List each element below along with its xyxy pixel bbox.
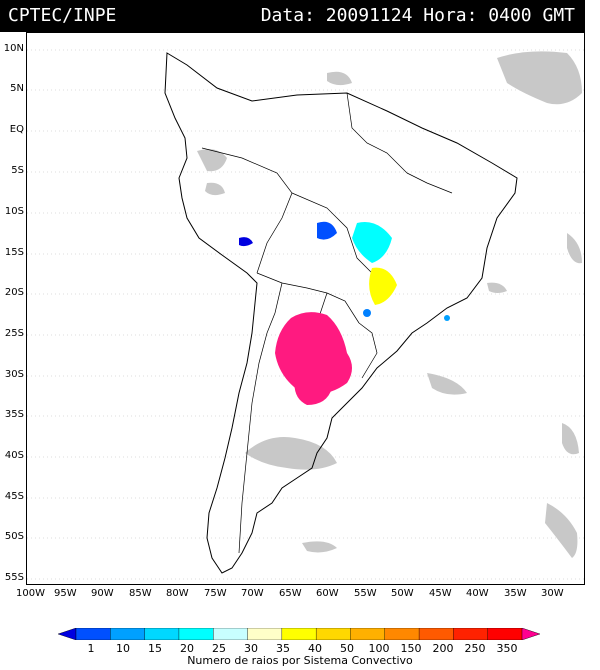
- map-panel: [26, 32, 585, 585]
- lon-label-65w: 65W: [279, 588, 302, 599]
- colorbar-label: 150: [400, 642, 422, 655]
- colorbar-label: 100: [368, 642, 390, 655]
- lon-label-90w: 90W: [91, 588, 114, 599]
- south-america-map: [27, 49, 584, 580]
- map-header: CPTEC/INPE Data: 20091124 Hora: 0400 GMT: [0, 0, 585, 32]
- lon-label-80w: 80W: [166, 588, 189, 599]
- lat-label-45s: 45S: [4, 491, 24, 502]
- colorbar-segment: [178, 628, 214, 640]
- colorbar-segment: [453, 628, 489, 640]
- colorbar-label: 40: [308, 642, 322, 655]
- lat-label-5s: 5S: [11, 165, 24, 176]
- lat-label-25s: 25S: [4, 328, 24, 339]
- colorbar-label: 15: [148, 642, 162, 655]
- lon-label-30w: 30W: [541, 588, 564, 599]
- colorbar-segment: [418, 628, 455, 640]
- colorbar-segment: [521, 628, 540, 640]
- colorbar: [58, 628, 540, 640]
- convective-systems: [239, 221, 450, 405]
- colorbar-segment: [350, 628, 386, 640]
- colorbar-label: 1: [87, 642, 95, 655]
- lat-label-30s: 30S: [4, 369, 24, 380]
- source-label: CPTEC/INPE: [8, 5, 117, 26]
- lat-label-10s: 10S: [4, 206, 24, 217]
- colorbar-segment: [110, 628, 146, 640]
- lat-label-15s: 15S: [4, 247, 24, 258]
- colorbar-label: 25: [212, 642, 226, 655]
- lon-label-55w: 55W: [354, 588, 377, 599]
- lon-label-45w: 45W: [429, 588, 452, 599]
- lat-label-40s: 40S: [4, 450, 24, 461]
- datetime-label: Data: 20091124 Hora: 0400 GMT: [260, 5, 575, 26]
- colorbar-segment: [144, 628, 180, 640]
- colorbar-label: 20: [180, 642, 194, 655]
- lat-label-55s: 55S: [4, 572, 24, 583]
- lon-label-50w: 50W: [391, 588, 414, 599]
- lon-label-85w: 85W: [129, 588, 152, 599]
- lat-label-20s: 20S: [4, 287, 24, 298]
- colorbar-segment: [75, 628, 112, 640]
- lat-label-eq: EQ: [9, 124, 24, 135]
- coastline: [164, 52, 518, 574]
- colorbar-label: 35: [276, 642, 290, 655]
- lat-label-10n: 10N: [3, 43, 24, 54]
- colorbar-title: Numero de raios por Sistema Convectivo: [187, 654, 413, 667]
- lon-label-75w: 75W: [204, 588, 227, 599]
- colorbar-label: 10: [116, 642, 130, 655]
- colorbar-segment: [384, 628, 420, 640]
- lon-label-100w: 100W: [16, 588, 45, 599]
- colorbar-label: 50: [340, 642, 354, 655]
- lon-label-40w: 40W: [466, 588, 489, 599]
- colorbar-segment: [58, 628, 77, 640]
- colorbar-segment: [315, 628, 352, 640]
- colorbar-label: 250: [464, 642, 486, 655]
- lon-label-60w: 60W: [316, 588, 339, 599]
- colorbar-segment: [281, 628, 317, 640]
- colorbar-label: 200: [432, 642, 454, 655]
- lon-label-70w: 70W: [241, 588, 264, 599]
- lon-label-35w: 35W: [504, 588, 527, 599]
- lat-label-50s: 50S: [4, 531, 24, 542]
- colorbar-label: 30: [244, 642, 258, 655]
- colorbar-segment: [247, 628, 283, 640]
- colorbar-segment: [487, 628, 523, 640]
- lat-label-5n: 5N: [10, 83, 24, 94]
- lon-label-95w: 95W: [54, 588, 77, 599]
- colorbar-label: 350: [496, 642, 518, 655]
- lat-label-35s: 35S: [4, 409, 24, 420]
- colorbar-segment: [213, 628, 249, 640]
